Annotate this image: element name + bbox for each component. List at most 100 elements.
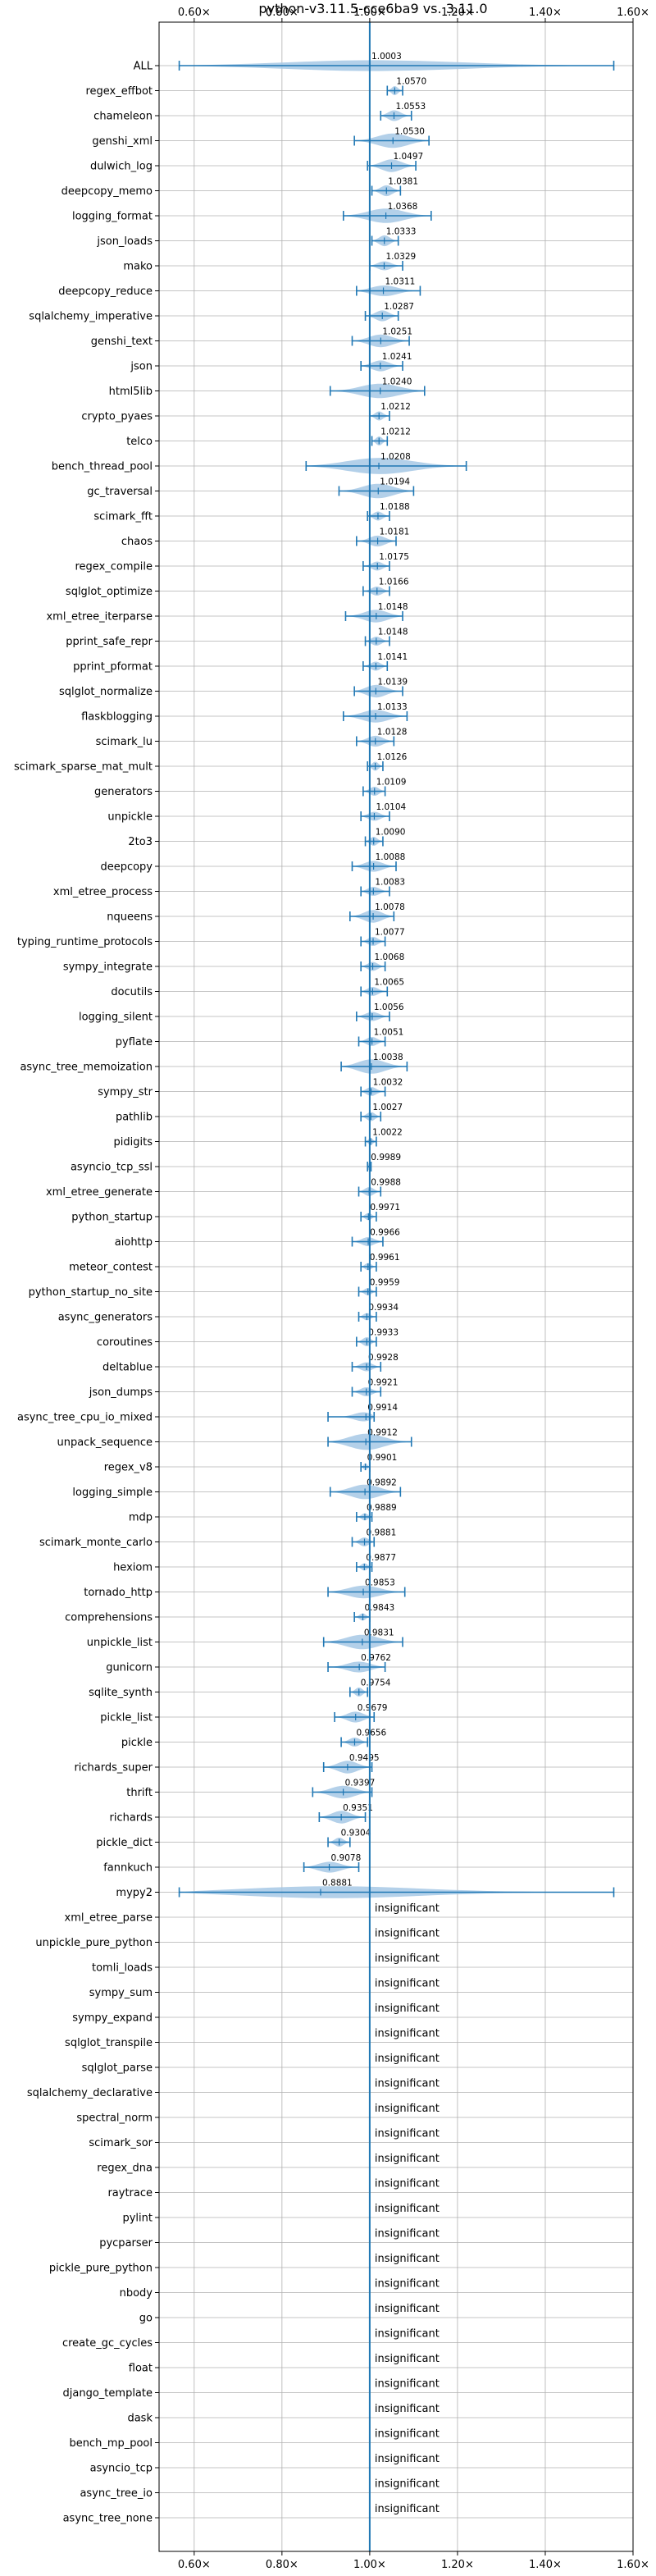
value-label: 1.0148: [378, 602, 408, 612]
value-label: 0.9933: [368, 1328, 399, 1338]
benchmark-label: asyncio_tcp_ssl: [71, 1162, 153, 1174]
insignificant-label: insignificant: [375, 2328, 440, 2341]
benchmark-label: django_template: [63, 2387, 153, 2400]
benchmark-label: gunicorn: [106, 1662, 153, 1674]
x-tick-label-top: 0.60×: [178, 7, 211, 19]
benchmark-label: json: [130, 361, 153, 373]
value-label: 1.0148: [378, 628, 408, 637]
benchmark-label: async_tree_cpu_io_mixed: [17, 1412, 153, 1424]
value-label: 0.9304: [341, 1829, 371, 1838]
benchmark-label: python_startup_no_site: [29, 1286, 153, 1299]
marks-layer: 1.0003 1.0570 1.0553 1.0530 1.0497 1.0381 1.03…: [178, 22, 615, 2551]
benchmark-label: coroutines: [97, 1336, 153, 1349]
benchmark-label: sympy_expand: [72, 2012, 153, 2025]
value-label: 0.9762: [361, 1653, 391, 1663]
benchmark-label: dask: [127, 2413, 153, 2425]
insignificant-label: insignificant: [375, 2103, 440, 2115]
value-label: 0.9892: [367, 1478, 397, 1488]
insignificant-label: insignificant: [375, 2503, 440, 2515]
value-label: 1.0090: [376, 828, 406, 838]
x-tick-label-bottom: 1.60×: [617, 2559, 649, 2571]
benchmark-label: deepcopy: [100, 861, 153, 874]
value-label: 1.0109: [376, 778, 407, 788]
x-tick-label-top: 1.20×: [441, 7, 474, 19]
benchmark-label: scimark_sparse_mat_mult: [14, 761, 153, 774]
benchmark-label: spectral_norm: [76, 2112, 153, 2125]
value-label: 0.9961: [370, 1253, 400, 1263]
insignificant-label: insignificant: [375, 2228, 440, 2240]
value-label: 1.0240: [382, 377, 412, 387]
benchmark-label: regex_dna: [97, 2163, 153, 2175]
benchmark-label: gc_traversal: [87, 486, 153, 498]
x-tick-label-top: 1.60×: [617, 7, 649, 19]
value-label: 0.9853: [365, 1578, 395, 1588]
benchmark-label: xml_etree_generate: [46, 1186, 153, 1199]
benchmark-label: sqlalchemy_imperative: [29, 311, 153, 323]
benchmark-label: hexiom: [113, 1562, 153, 1574]
benchmark-label: asyncio_tcp: [90, 2463, 153, 2475]
benchmark-label: scimark_fft: [93, 511, 153, 523]
benchmark-label: unpickle_pure_python: [35, 1937, 153, 1949]
value-label: 1.0032: [373, 1078, 403, 1088]
benchmark-label: richards_super: [74, 1762, 153, 1774]
benchmark-label: sqlite_synth: [89, 1687, 153, 1699]
benchmark-label: async_tree_none: [63, 2513, 153, 2525]
value-label: 0.9989: [371, 1153, 401, 1162]
benchmark-label: async_tree_io: [80, 2487, 153, 2500]
benchmark-label: pidigits: [114, 1136, 153, 1149]
benchmark-label: raytrace: [107, 2187, 153, 2199]
value-label: 0.9901: [367, 1453, 398, 1463]
benchmark-label: telco: [126, 436, 153, 448]
benchmark-label: sympy_integrate: [63, 961, 153, 974]
benchmark-label: unpickle: [107, 811, 153, 824]
benchmark-label: nqueens: [107, 911, 153, 924]
insignificant-label: insignificant: [375, 2303, 440, 2315]
benchmark-label: sympy_str: [98, 1086, 153, 1098]
benchmark-label: aiohttp: [115, 1236, 153, 1249]
value-label: 0.9831: [364, 1628, 394, 1638]
value-label: 1.0333: [386, 227, 417, 237]
benchmark-label: meteor_contest: [69, 1262, 153, 1274]
benchmark-label: bench_mp_pool: [69, 2437, 153, 2450]
benchmark-label: tomli_loads: [92, 1962, 153, 1975]
value-label: 1.0128: [377, 728, 408, 738]
value-label: 0.9656: [356, 1729, 386, 1738]
benchmark-label: json_dumps: [89, 1386, 153, 1399]
benchmark-label: create_gc_cycles: [62, 2337, 153, 2350]
insignificant-label: insignificant: [375, 2253, 440, 2265]
x-tick-label-bottom: 1.00×: [353, 2559, 386, 2571]
benchmark-label: genshi_text: [91, 336, 153, 348]
insignificant-label: insignificant: [375, 2428, 440, 2441]
axis-layer: ALL regex_effbot chameleon genshi_xmldulwic…: [14, 7, 649, 2571]
benchmark-label: json_loads: [96, 235, 153, 248]
x-tick-label-bottom: 0.60×: [178, 2559, 211, 2571]
benchmark-label: scimark_lu: [96, 736, 153, 748]
value-label: 1.0497: [393, 152, 423, 162]
benchmark-label: xml_etree_iterparse: [46, 611, 153, 623]
value-label: 1.0188: [380, 502, 410, 512]
benchmark-label: go: [139, 2313, 153, 2325]
benchmark-label: pathlib: [116, 1112, 153, 1124]
value-label: 1.0133: [377, 702, 408, 712]
benchmark-label: flaskblogging: [81, 711, 153, 724]
value-label: 0.9934: [368, 1303, 399, 1313]
insignificant-label: insignificant: [375, 1953, 440, 1965]
benchmark-label: sqlglot_transpile: [65, 2037, 153, 2049]
benchmark-label: html5lib: [109, 386, 153, 398]
value-label: 1.0530: [394, 127, 425, 137]
value-label: 1.0166: [379, 578, 409, 587]
x-tick-label-bottom: 1.40×: [529, 2559, 562, 2571]
value-label: 0.9889: [367, 1503, 397, 1513]
benchmark-label: async_generators: [58, 1312, 153, 1324]
insignificant-label: insignificant: [375, 2403, 440, 2415]
benchmark-label: float: [129, 2363, 153, 2375]
benchmark-label: pycparser: [99, 2237, 153, 2249]
value-label: 1.0141: [377, 652, 408, 662]
benchmark-label: pickle_list: [100, 1712, 153, 1724]
insignificant-label: insignificant: [375, 2078, 440, 2090]
value-label: 1.0181: [380, 528, 410, 537]
benchmark-label: 2to3: [128, 836, 153, 848]
insignificant-label: insignificant: [375, 2203, 440, 2215]
benchmark-label: regex_compile: [75, 561, 153, 573]
